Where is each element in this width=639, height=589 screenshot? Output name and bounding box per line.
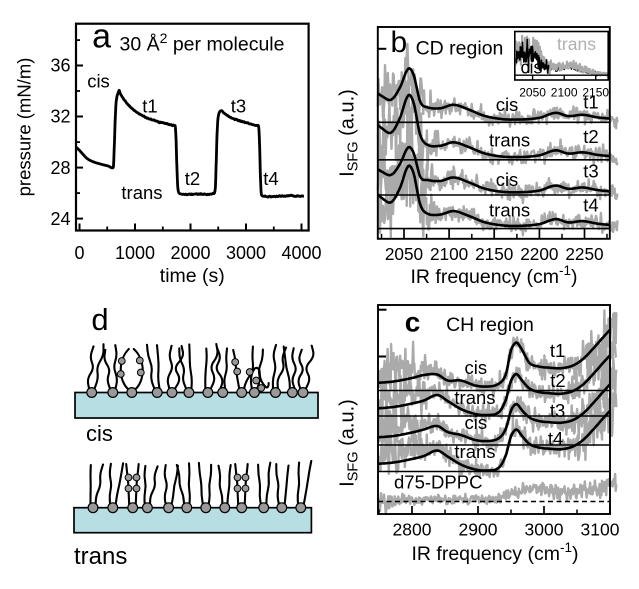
svg-text:cis: cis	[496, 94, 519, 115]
svg-text:b: b	[390, 26, 407, 59]
svg-text:t2: t2	[583, 126, 598, 147]
svg-text:CH region: CH region	[446, 314, 534, 336]
svg-text:ISFG (a.u.): ISFG (a.u.)	[337, 89, 362, 177]
svg-text:IR frequency (cm-1): IR frequency (cm-1)	[412, 540, 579, 565]
svg-text:2200: 2200	[520, 244, 558, 264]
svg-text:t3: t3	[583, 160, 598, 181]
svg-text:cis: cis	[521, 58, 543, 78]
svg-text:c: c	[405, 307, 421, 338]
svg-text:28: 28	[50, 158, 70, 178]
svg-text:2900: 2900	[459, 520, 498, 540]
svg-text:trans: trans	[454, 441, 495, 462]
svg-text:trans: trans	[454, 387, 495, 408]
svg-text:trans: trans	[489, 200, 530, 221]
svg-text:trans: trans	[489, 130, 530, 151]
svg-text:2800: 2800	[393, 520, 432, 540]
svg-text:2050: 2050	[385, 244, 423, 264]
svg-text:2050: 2050	[519, 85, 546, 99]
svg-text:cis: cis	[496, 169, 519, 190]
svg-text:trans: trans	[74, 543, 127, 570]
svg-text:2250: 2250	[565, 244, 603, 264]
svg-text:t4: t4	[583, 195, 598, 216]
svg-text:d75-DPPC: d75-DPPC	[394, 472, 482, 493]
svg-text:t2: t2	[185, 168, 200, 189]
svg-text:t4: t4	[263, 168, 278, 189]
svg-text:t2: t2	[550, 370, 565, 391]
svg-text:t1: t1	[583, 91, 598, 112]
svg-text:t1: t1	[142, 96, 157, 117]
svg-text:cis: cis	[464, 357, 487, 378]
svg-text:t1: t1	[550, 340, 565, 361]
svg-text:2100: 2100	[551, 85, 578, 99]
svg-text:0: 0	[74, 243, 84, 263]
svg-text:cis: cis	[86, 421, 113, 446]
svg-text:2000: 2000	[170, 243, 210, 263]
svg-text:2150: 2150	[582, 85, 609, 99]
svg-text:ISFG (a.u.): ISFG (a.u.)	[337, 399, 362, 487]
svg-text:a: a	[92, 18, 111, 56]
svg-text:4000: 4000	[281, 243, 321, 263]
svg-text:pressure (mN/m): pressure (mN/m)	[14, 58, 35, 197]
svg-text:3100: 3100	[581, 520, 620, 540]
svg-text:cis: cis	[464, 412, 487, 433]
svg-text:3000: 3000	[226, 243, 266, 263]
svg-text:IR frequency (cm-1): IR frequency (cm-1)	[411, 263, 578, 288]
svg-text:2100: 2100	[430, 244, 468, 264]
svg-text:time (s): time (s)	[160, 265, 225, 287]
svg-text:24: 24	[50, 209, 70, 229]
svg-text:t3: t3	[231, 96, 246, 117]
svg-text:3000: 3000	[525, 520, 564, 540]
svg-text:t4: t4	[548, 428, 563, 449]
svg-text:CD region: CD region	[416, 38, 504, 60]
svg-text:cis: cis	[87, 71, 110, 92]
svg-text:2150: 2150	[475, 244, 513, 264]
svg-text:d: d	[91, 302, 108, 337]
svg-text:1000: 1000	[115, 243, 155, 263]
svg-text:trans: trans	[121, 182, 162, 203]
svg-text:36: 36	[50, 56, 70, 76]
svg-text:32: 32	[50, 107, 70, 127]
svg-text:t3: t3	[550, 400, 565, 421]
svg-text:trans: trans	[557, 34, 596, 54]
svg-text:30 Å2 per molecule: 30 Å2 per molecule	[120, 30, 285, 56]
